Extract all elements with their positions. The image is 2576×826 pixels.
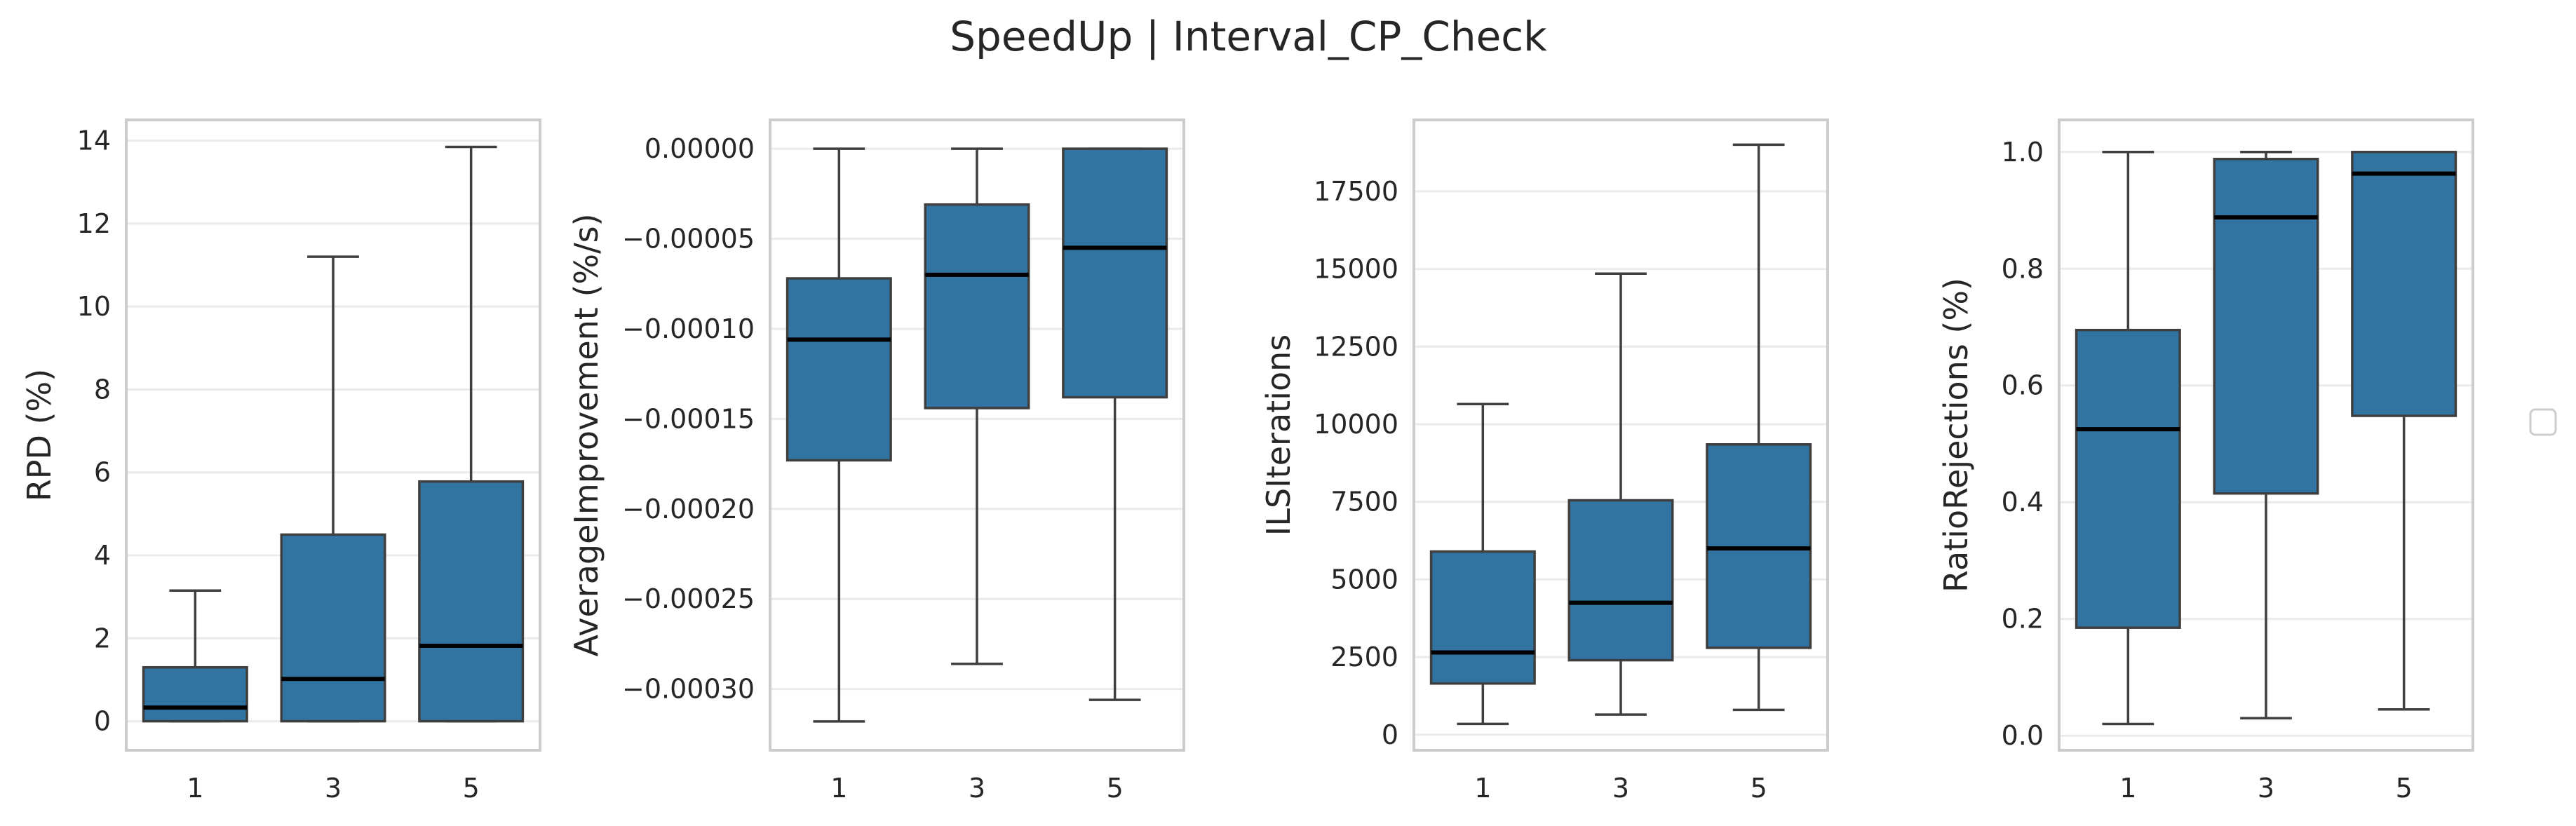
chart-panel-2: 0.00000 −0.00005 −0.00010 −0.00015 −0.00020 −… bbox=[567, 119, 1185, 804]
y-tick-label: 0.0 bbox=[2002, 720, 2044, 751]
y-tick-label: −0.00005 bbox=[622, 224, 755, 255]
chart-panel-3: 0 2500 5000 7500 10000 12500 15000 17500 1 3 5 ILSI… bbox=[1260, 119, 1829, 804]
y-axis-label: ILSIterations bbox=[1260, 334, 1297, 536]
y-tick-label: 8 bbox=[94, 374, 111, 405]
iqr-box bbox=[2213, 158, 2319, 495]
x-tick-label: 3 bbox=[969, 773, 985, 804]
y-tick-label: 10 bbox=[77, 291, 111, 322]
y-tick-label: 12500 bbox=[1314, 331, 1398, 362]
y-tick-label: 7500 bbox=[1330, 487, 1398, 517]
box-5 bbox=[1062, 147, 1168, 701]
box-3 bbox=[1567, 272, 1674, 716]
y-tick-label: 0.2 bbox=[2002, 604, 2044, 635]
box-3 bbox=[924, 147, 1030, 665]
y-tick-label: 0.8 bbox=[2002, 253, 2044, 284]
y-tick-label: −0.00020 bbox=[622, 494, 755, 524]
box-1 bbox=[2075, 151, 2181, 726]
y-tick-label: 2500 bbox=[1330, 642, 1398, 672]
y-tick-label: 14 bbox=[77, 126, 111, 156]
x-tick-label: 5 bbox=[1107, 773, 1124, 804]
y-tick-label: 17500 bbox=[1314, 176, 1398, 207]
x-tick-label: 1 bbox=[1474, 773, 1491, 804]
y-tick-label: 0.6 bbox=[2002, 370, 2044, 401]
iqr-box bbox=[924, 203, 1030, 409]
axes-frame bbox=[125, 119, 541, 752]
y-tick-label: 0.4 bbox=[2002, 487, 2044, 517]
empty-legend-box bbox=[2529, 408, 2557, 436]
x-tick-label: 3 bbox=[1612, 773, 1629, 804]
iqr-box bbox=[785, 277, 892, 462]
iqr-box bbox=[1706, 443, 1812, 649]
box-5 bbox=[2351, 151, 2457, 711]
box-3 bbox=[280, 255, 386, 723]
x-tick-label: 1 bbox=[830, 773, 847, 804]
y-axis-label: RatioRejections (%) bbox=[1937, 278, 1975, 593]
y-tick-label: −0.00025 bbox=[622, 583, 755, 614]
iqr-box bbox=[142, 665, 248, 723]
y-axis-label: AverageImprovement (%/s) bbox=[567, 213, 605, 656]
iqr-box bbox=[1567, 499, 1674, 662]
iqr-box bbox=[1062, 147, 1168, 399]
y-tick-label: 2 bbox=[94, 623, 111, 654]
x-tick-label: 1 bbox=[2119, 773, 2136, 804]
y-tick-label: 0 bbox=[94, 706, 111, 737]
y-tick-label: 4 bbox=[94, 540, 111, 571]
y-tick-label: 10000 bbox=[1314, 409, 1398, 440]
y-tick-label: 1.0 bbox=[2002, 137, 2044, 168]
y-tick-label: 6 bbox=[94, 457, 111, 488]
x-tick-label: 3 bbox=[2258, 773, 2274, 804]
y-tick-label: 0.00000 bbox=[645, 133, 755, 164]
box-5 bbox=[418, 145, 525, 723]
iqr-box bbox=[2351, 151, 2457, 417]
y-tick-label: −0.00015 bbox=[622, 403, 755, 434]
y-axis-label: RPD (%) bbox=[20, 369, 58, 501]
iqr-box bbox=[2075, 328, 2181, 629]
axes-frame bbox=[2058, 119, 2474, 752]
y-tick-label: 5000 bbox=[1330, 564, 1398, 595]
box-1 bbox=[1429, 402, 1536, 726]
x-tick-label: 5 bbox=[463, 773, 480, 804]
y-tick-label: 15000 bbox=[1314, 254, 1398, 285]
y-tick-label: 12 bbox=[77, 208, 111, 239]
box-3 bbox=[2213, 151, 2319, 719]
axes-frame bbox=[769, 119, 1185, 752]
figure-title: SpeedUp | Interval_CP_Check bbox=[950, 13, 1547, 60]
x-tick-label: 5 bbox=[2396, 773, 2413, 804]
axes-frame bbox=[1412, 119, 1829, 752]
iqr-box bbox=[418, 480, 525, 723]
x-tick-label: 3 bbox=[325, 773, 342, 804]
box-5 bbox=[1706, 143, 1812, 712]
x-tick-label: 1 bbox=[187, 773, 203, 804]
chart-panel-1: 0 2 4 6 8 10 12 14 1 3 5 RPD (%) bbox=[20, 119, 541, 804]
x-tick-label: 5 bbox=[1751, 773, 1767, 804]
box-1 bbox=[785, 147, 892, 723]
y-tick-label: −0.00030 bbox=[622, 674, 755, 705]
y-tick-label: 0 bbox=[1382, 719, 1398, 750]
box-1 bbox=[142, 589, 248, 723]
y-tick-label: −0.00010 bbox=[622, 313, 755, 344]
iqr-box bbox=[1429, 550, 1536, 685]
chart-panel-4: 0.0 0.2 0.4 0.6 0.8 1.0 1 3 5 RatioRejections (%) bbox=[1937, 119, 2474, 804]
iqr-box bbox=[280, 533, 386, 723]
